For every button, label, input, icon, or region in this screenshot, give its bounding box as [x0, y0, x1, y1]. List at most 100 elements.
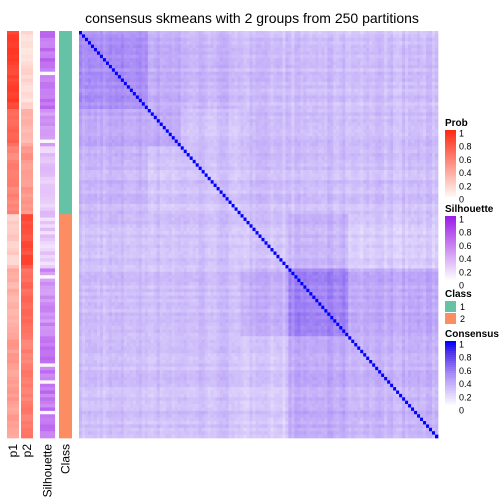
class-cell [59, 393, 72, 398]
heatmap-cell [270, 47, 274, 52]
heatmap-cell [231, 132, 235, 137]
heatmap-cell [300, 31, 304, 35]
heatmap-cell [99, 34, 104, 39]
heatmap-cell [396, 61, 400, 66]
heatmap-cell [402, 149, 406, 154]
heatmap-cell [189, 54, 194, 59]
heatmap-cell [180, 34, 185, 39]
heatmap-cell [111, 153, 116, 157]
heatmap-cell [297, 61, 301, 66]
heatmap-cell [156, 102, 161, 106]
silhouette-cell [40, 281, 55, 286]
heatmap-cell [105, 71, 110, 76]
heatmap-cell [96, 64, 101, 69]
heatmap-cell [165, 149, 170, 154]
heatmap-cell [135, 31, 140, 35]
heatmap-cell [189, 139, 194, 144]
heatmap-cell [135, 64, 140, 69]
heatmap-cell [84, 153, 89, 157]
heatmap-cell [378, 58, 382, 62]
heatmap-cell [192, 81, 197, 86]
heatmap-cell [195, 136, 200, 140]
heatmap-cell [369, 88, 373, 93]
heatmap-cell [87, 41, 92, 45]
heatmap-cell [186, 92, 191, 96]
heatmap-cell [435, 85, 439, 90]
heatmap-cell [393, 119, 397, 123]
heatmap-cell [90, 102, 95, 106]
heatmap-cell [381, 139, 385, 144]
heatmap-cell [414, 81, 418, 86]
heatmap-cell [240, 125, 244, 130]
heatmap-cell [102, 58, 107, 62]
p1-cell [7, 54, 19, 59]
heatmap-cell [429, 85, 433, 90]
heatmap-cell [324, 112, 328, 117]
heatmap-cell [354, 149, 358, 154]
heatmap-cell [216, 92, 220, 96]
heatmap-cell [261, 58, 265, 62]
heatmap-cell [201, 95, 205, 100]
heatmap-cell [81, 153, 86, 157]
heatmap-cell [87, 122, 92, 127]
heatmap-cell [297, 37, 301, 42]
heatmap-cell [87, 139, 92, 144]
heatmap-cell [327, 54, 331, 59]
heatmap-cell [195, 125, 200, 130]
heatmap-cell [252, 119, 256, 123]
heatmap-cell [366, 41, 370, 45]
heatmap-cell [180, 95, 185, 100]
heatmap-cell [243, 44, 247, 49]
heatmap-cell [135, 149, 140, 154]
heatmap-cell [159, 136, 164, 140]
heatmap-cell [285, 115, 289, 120]
heatmap-cell [297, 122, 301, 127]
heatmap-cell [402, 78, 406, 83]
heatmap-cell [210, 34, 214, 39]
heatmap-cell [234, 92, 238, 96]
heatmap-cell [381, 71, 385, 76]
heatmap-cell [387, 112, 391, 117]
heatmap-cell [126, 31, 131, 35]
heatmap-cell [240, 61, 244, 66]
class-cell [59, 404, 72, 408]
heatmap-cell [237, 81, 241, 86]
heatmap-cell [414, 142, 418, 147]
heatmap-cell [153, 92, 158, 96]
heatmap-cell [120, 109, 125, 113]
heatmap-cell [345, 109, 349, 113]
heatmap-cell [297, 54, 301, 59]
heatmap-cell [246, 146, 250, 151]
heatmap-cell [192, 44, 197, 49]
heatmap-cell [336, 58, 340, 62]
heatmap-cell [357, 34, 361, 39]
heatmap-cell [270, 119, 274, 123]
silhouette-cell [40, 227, 55, 232]
heatmap-cell [273, 47, 277, 52]
heatmap-cell [216, 34, 220, 39]
heatmap-cell [243, 139, 247, 144]
heatmap-cell [345, 61, 349, 66]
heatmap-cell [174, 139, 179, 144]
p2-cell [21, 285, 33, 290]
silhouette-cell [40, 122, 55, 127]
heatmap-cell [162, 58, 167, 62]
heatmap-cell [249, 98, 253, 103]
heatmap-cell [132, 156, 137, 161]
class-cell [59, 146, 72, 151]
heatmap-cell [183, 105, 188, 110]
heatmap-cell [303, 61, 307, 66]
heatmap-cell [414, 54, 418, 59]
heatmap-cell [288, 115, 292, 120]
heatmap-cell [123, 95, 128, 100]
heatmap-cell [192, 139, 197, 144]
heatmap-cell [213, 136, 217, 140]
heatmap-cell [288, 34, 292, 39]
heatmap-cell [345, 105, 349, 110]
heatmap-cell [93, 64, 98, 69]
heatmap-cell [417, 58, 421, 62]
heatmap-cell [90, 47, 95, 52]
class-cell [59, 414, 72, 418]
heatmap-cell [93, 122, 98, 127]
heatmap-cell [318, 109, 322, 113]
